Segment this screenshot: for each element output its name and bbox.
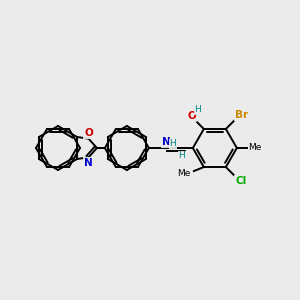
Text: H: H	[178, 152, 185, 160]
Text: Me: Me	[248, 143, 262, 152]
Text: N: N	[84, 158, 93, 168]
Text: O: O	[188, 111, 196, 121]
Text: H: H	[194, 105, 201, 114]
Text: H: H	[169, 140, 176, 148]
Text: O: O	[84, 128, 93, 138]
Text: Me: Me	[177, 169, 190, 178]
Text: Br: Br	[235, 110, 248, 120]
Text: N: N	[163, 137, 171, 147]
Text: Cl: Cl	[235, 176, 247, 186]
